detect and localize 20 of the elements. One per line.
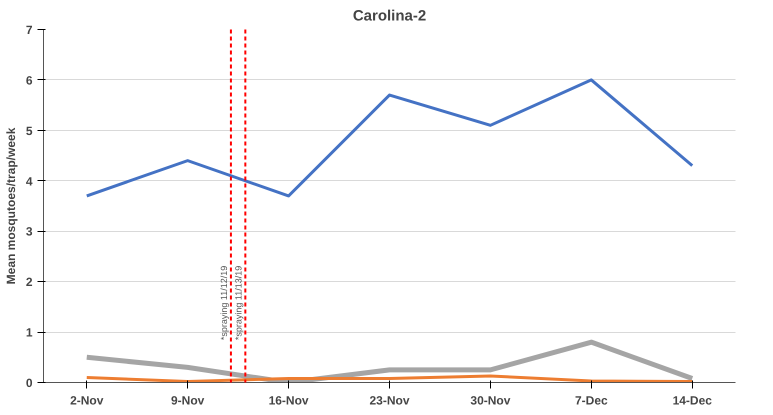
y-tick-label: 5 <box>26 124 33 138</box>
y-tick-label: 7 <box>26 23 33 37</box>
x-tick-label: 9-Nov <box>170 394 205 408</box>
x-tick-label: 2-Nov <box>70 394 104 408</box>
y-tick-label: 4 <box>26 174 33 188</box>
x-tick-label: 16-Nov <box>268 394 309 408</box>
chart-title: Carolina-2 <box>352 8 426 24</box>
x-tick-label: 30-Nov <box>470 394 511 408</box>
ref-line-label: *spraying 11/12/19 <box>218 266 229 340</box>
y-tick-label: 6 <box>26 73 33 88</box>
x-tick-label: 14-Dec <box>672 394 712 408</box>
y-tick-label: 0 <box>26 376 33 390</box>
ref-line-label: *spraying 11/13/19 <box>233 266 244 340</box>
line-series <box>85 78 694 198</box>
x-tick-label: 7-Dec <box>574 394 608 408</box>
y-axis-title: Mean mosqutoes/trap/week <box>4 127 18 284</box>
y-tick-label: 1 <box>26 326 33 340</box>
y-tick-label: 3 <box>26 224 33 239</box>
y-tick-label: 2 <box>26 275 33 290</box>
x-tick-label: 23-Nov <box>369 394 410 408</box>
